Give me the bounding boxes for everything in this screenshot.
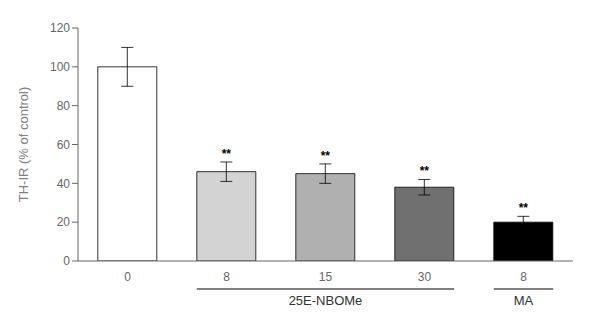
- svg-text:**: **: [321, 149, 331, 163]
- svg-text:40: 40: [57, 177, 71, 191]
- svg-text:**: **: [519, 201, 529, 215]
- svg-text:0: 0: [63, 254, 70, 268]
- svg-text:120: 120: [50, 21, 70, 35]
- svg-text:8: 8: [223, 270, 230, 284]
- svg-text:0: 0: [124, 270, 131, 284]
- svg-text:80: 80: [57, 99, 71, 113]
- svg-text:100: 100: [50, 60, 70, 74]
- svg-text:**: **: [420, 164, 430, 178]
- svg-text:20: 20: [57, 215, 71, 229]
- svg-text:**: **: [222, 147, 232, 161]
- svg-text:30: 30: [418, 270, 432, 284]
- svg-text:60: 60: [57, 138, 71, 152]
- svg-text:8: 8: [520, 270, 527, 284]
- svg-text:MA: MA: [514, 293, 534, 308]
- svg-text:15: 15: [319, 270, 333, 284]
- svg-text:25E-NBOMe: 25E-NBOMe: [289, 293, 363, 308]
- svg-text:TH-IR (% of control): TH-IR (% of control): [16, 87, 31, 203]
